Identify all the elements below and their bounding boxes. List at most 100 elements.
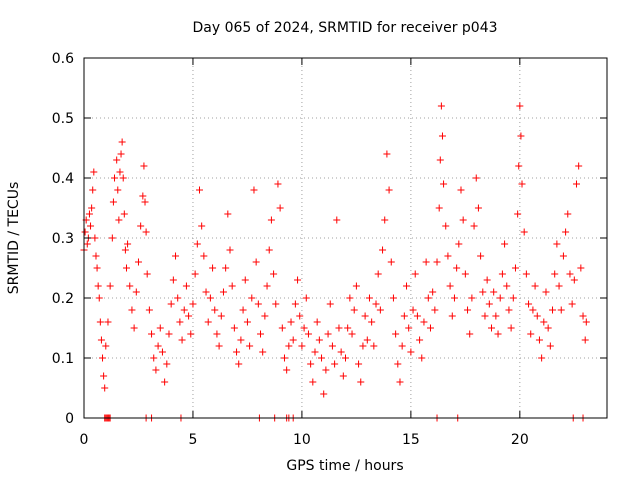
data-point [540,318,548,326]
data-point [346,294,354,302]
data-point [450,294,458,302]
data-point [315,336,323,344]
data-point [464,306,472,314]
data-point [161,378,169,386]
data-point [517,132,525,140]
data-point [535,336,543,344]
data-point [252,258,260,266]
data-point [163,360,171,368]
data-point [274,180,282,188]
data-point [202,288,210,296]
data-point [296,312,304,320]
data-point [250,186,258,194]
data-point [206,294,214,302]
data-point [566,270,574,278]
data-point [102,342,110,350]
data-point [505,306,513,314]
data-point [575,162,583,170]
data-point [182,282,190,290]
data-point [120,210,128,218]
data-point [559,252,567,260]
data-point [204,318,212,326]
data-point [87,222,95,230]
data-point [100,372,108,380]
data-point [490,288,498,296]
data-point [272,300,280,308]
data-point [267,216,275,224]
data-point [381,216,389,224]
data-point [318,354,326,362]
data-point [440,180,448,188]
data-point [211,306,219,314]
data-point [455,240,463,248]
data-point [431,306,439,314]
data-point [564,210,572,218]
data-point [562,228,570,236]
data-point [359,342,367,350]
data-point [243,318,251,326]
data-point [496,294,504,302]
data-point [233,348,241,356]
data-point [387,258,395,266]
data-point [368,318,376,326]
data-point [389,294,397,302]
data-point [446,282,454,290]
data-point [178,336,186,344]
y-tick-label: 0.3 [52,231,74,247]
data-point [522,270,530,278]
data-point [99,354,107,362]
data-point [579,312,587,320]
data-point [426,324,434,332]
data-point [165,330,173,338]
data-point [130,324,138,332]
data-point [572,180,580,188]
x-tick-label: 15 [402,432,420,448]
data-point [83,240,91,248]
data-point [235,360,243,368]
data-point [339,372,347,380]
data-point [420,318,428,326]
y-tick-label: 0 [65,411,74,427]
data-point [479,288,487,296]
data-point [514,210,522,218]
data-point [285,342,293,350]
data-point [344,324,352,332]
data-point [413,312,421,320]
data-point [309,378,317,386]
data-point [230,324,238,332]
data-point [93,264,101,272]
data-point [335,324,343,332]
data-point [92,252,100,260]
data-point [97,336,105,344]
data-point [518,180,526,188]
data-point [195,186,203,194]
data-point [515,162,523,170]
data-point [85,210,93,218]
data-point [470,222,478,230]
data-point [453,264,461,272]
x-tick-label: 10 [293,432,311,448]
data-point [507,324,515,332]
data-point [89,186,97,194]
data-point [531,282,539,290]
data-point [237,336,245,344]
data-point [553,240,561,248]
data-point [333,216,341,224]
data-point [287,318,295,326]
data-point [289,336,297,344]
data-point [551,270,559,278]
data-point [538,354,546,362]
data-point [418,354,426,362]
data-point [226,246,234,254]
data-point [474,204,482,212]
data-point [337,348,345,356]
y-axis-label: SRMTID / TECUs [6,182,22,295]
data-point [169,276,177,284]
data-point [248,294,256,302]
data-point [372,300,380,308]
data-point [411,270,419,278]
data-point [109,198,117,206]
data-point [122,264,130,272]
